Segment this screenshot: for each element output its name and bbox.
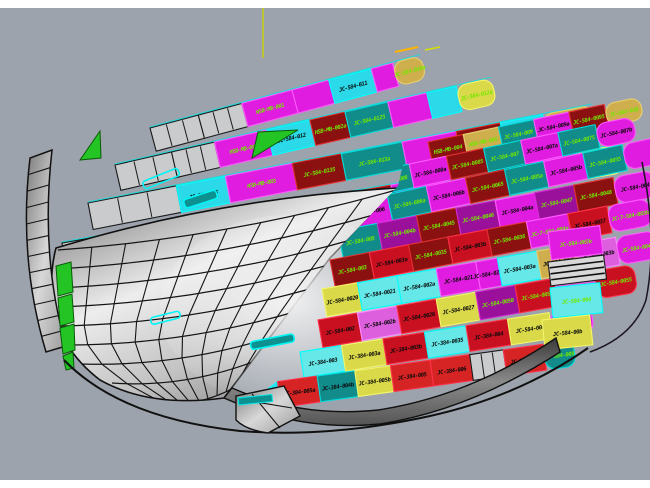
ladder-rung <box>549 260 604 269</box>
deck-segment[interactable] <box>241 89 299 128</box>
shell-frame-line <box>26 218 49 225</box>
deck-segment[interactable] <box>340 141 408 181</box>
hull-bottom-edge <box>222 336 561 427</box>
deck-edge-highlight <box>114 76 491 165</box>
plate-panel[interactable] <box>465 318 513 353</box>
panel-edge <box>146 192 153 218</box>
highlight-panel-green[interactable] <box>55 261 74 297</box>
plate-panel[interactable] <box>607 198 650 233</box>
plate-panel[interactable] <box>389 359 435 393</box>
deck-segment[interactable] <box>224 162 298 204</box>
plate-panel[interactable] <box>429 353 474 387</box>
panel-edge <box>480 353 485 378</box>
plate-panel[interactable] <box>496 250 543 287</box>
hull-bottom-outline <box>63 347 589 434</box>
deck-segment[interactable] <box>387 92 434 129</box>
shell-frame-line <box>29 267 52 274</box>
ladder-rung <box>550 266 605 275</box>
shell-frame-line <box>28 167 51 176</box>
deck-segment[interactable] <box>344 101 395 138</box>
panel-edge <box>212 112 220 134</box>
highlight-panel-green[interactable] <box>57 293 75 327</box>
panel-edge <box>181 120 189 142</box>
highlight-panel-green[interactable] <box>62 351 75 371</box>
shell-frame-line <box>27 251 50 258</box>
deck-segment[interactable] <box>328 68 379 104</box>
highlight-sliver-cyan[interactable] <box>249 333 296 351</box>
panel-edge <box>165 124 173 147</box>
panel-edge <box>133 161 140 186</box>
highlight-panel-green[interactable] <box>59 323 76 355</box>
wrap-panel[interactable]: JC-584-003b <box>547 225 604 261</box>
highlight-panel-green[interactable] <box>78 129 102 161</box>
keel-tip[interactable] <box>235 385 301 434</box>
panel-edge <box>152 157 159 181</box>
deck-edge-highlight <box>149 54 421 128</box>
plate-panel[interactable] <box>615 230 650 265</box>
plate-panel[interactable] <box>354 365 395 398</box>
deck-segment[interactable] <box>291 79 336 114</box>
3d-viewport[interactable]: HSB-MB-001 JC-584-011 JC-584-010a HSB-MB-00… <box>0 8 650 480</box>
deck-edge-highlight <box>87 103 592 203</box>
plate-panel[interactable] <box>595 117 637 148</box>
hull-wireframe <box>57 189 397 401</box>
shell-frame-line <box>34 299 56 306</box>
plate-panel[interactable] <box>423 325 471 359</box>
plate-panel[interactable] <box>622 136 650 170</box>
deck-segment[interactable] <box>197 102 249 139</box>
shell-frame-line <box>26 235 49 241</box>
panel-edge <box>227 108 234 130</box>
panel-edge <box>491 352 497 377</box>
shell-frame-line <box>37 315 59 322</box>
highlight-sliver-cyan[interactable] <box>182 189 219 209</box>
panel-edge <box>117 198 123 223</box>
hull-right-outline <box>589 161 650 353</box>
highlight-sliver-cyan[interactable] <box>149 310 181 325</box>
deck-segment[interactable] <box>456 78 497 111</box>
panel-edge <box>199 146 207 170</box>
3d-model-canvas[interactable]: HSB-MB-001JC-584-011JC-584-010aHSB-MB-00… <box>0 8 650 480</box>
highlight-sliver-cyan[interactable] <box>142 167 181 190</box>
shell-frame-line <box>29 149 53 159</box>
shell-frame-line <box>31 283 54 290</box>
keel-sliver-teal <box>237 393 274 406</box>
shell-frame-line <box>41 330 63 337</box>
highlight-panel-green[interactable] <box>251 129 299 160</box>
deck-segment[interactable] <box>291 153 348 191</box>
plate-panel[interactable] <box>321 282 363 318</box>
plate-panel[interactable] <box>474 284 521 321</box>
shell-frame-line <box>26 201 49 209</box>
tick-mark <box>394 46 419 53</box>
plate-panel[interactable] <box>316 370 360 403</box>
wrap-panel[interactable]: JC-584-004 <box>549 282 604 319</box>
deck-segment[interactable] <box>392 56 426 87</box>
tick-mark <box>424 46 441 51</box>
shell-frame-line <box>26 184 50 192</box>
plate-panel[interactable] <box>435 291 482 328</box>
deck-segment[interactable] <box>309 111 352 147</box>
ladder-strip[interactable] <box>547 254 608 287</box>
ladder-rung <box>551 272 605 281</box>
plate-panel[interactable] <box>435 261 482 298</box>
panel-edge <box>185 149 192 174</box>
